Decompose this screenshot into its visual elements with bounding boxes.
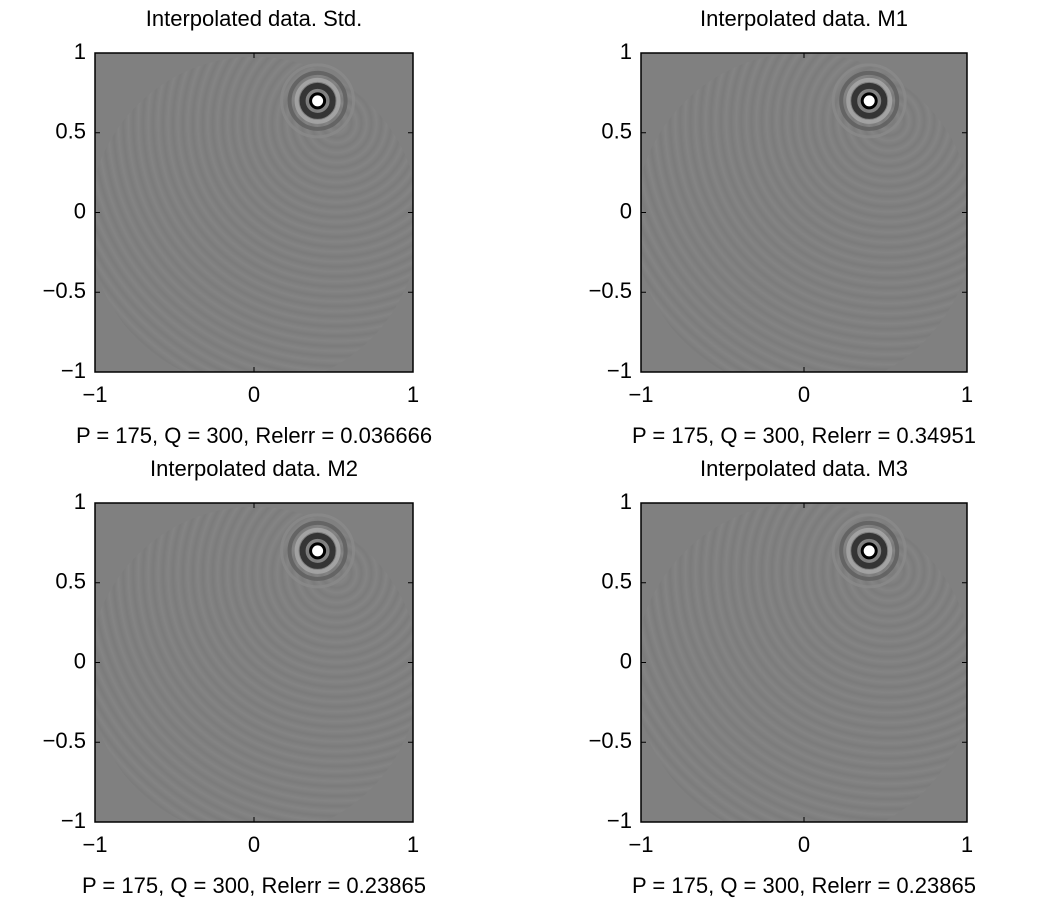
x-axis-label: P = 175, Q = 300, Relerr = 0.036666 (76, 423, 432, 448)
ring (287, 520, 348, 581)
ring (851, 82, 888, 119)
title: Interpolated data. M2 (150, 456, 358, 481)
y-tick-label: 1 (620, 39, 632, 64)
x-tick-label: 0 (798, 382, 810, 407)
ring-texture (95, 506, 413, 822)
y-tick-label: 0.5 (55, 119, 86, 144)
ring (299, 532, 336, 569)
ring (280, 513, 356, 589)
ring (846, 77, 893, 124)
x-tick-label: −1 (628, 382, 653, 407)
ring (831, 513, 907, 589)
spot (309, 92, 327, 110)
y-tick-label: 0 (620, 198, 632, 223)
ring (294, 527, 341, 574)
ring (839, 70, 900, 131)
y-tick-label: 0.5 (601, 569, 632, 594)
x-tick-label: −1 (82, 382, 107, 407)
image (95, 53, 413, 372)
spot (860, 92, 878, 110)
y-tick-label: −0.5 (43, 728, 86, 753)
spot (309, 542, 327, 560)
x-tick-label: 0 (248, 382, 260, 407)
title: Interpolated data. Std. (146, 6, 363, 31)
y-tick-label: 1 (74, 39, 86, 64)
title: Interpolated data. M3 (700, 456, 908, 481)
title: Interpolated data. M1 (700, 6, 908, 31)
y-tick-label: −1 (61, 358, 86, 383)
y-tick-label: −1 (61, 808, 86, 833)
x-axis-label: P = 175, Q = 300, Relerr = 0.34951 (632, 423, 976, 448)
x-tick-label: 0 (248, 832, 260, 857)
ring (851, 532, 888, 569)
y-tick-label: −1 (607, 808, 632, 833)
ring (839, 520, 900, 581)
x-tick-label: −1 (82, 832, 107, 857)
ring (280, 63, 356, 139)
ring (299, 82, 336, 119)
x-tick-label: 1 (407, 832, 419, 857)
y-tick-label: 0.5 (601, 119, 632, 144)
ring-texture (95, 56, 413, 372)
ring (287, 70, 348, 131)
x-tick-label: 0 (798, 832, 810, 857)
y-tick-label: −1 (607, 358, 632, 383)
y-tick-label: 1 (74, 489, 86, 514)
image (95, 503, 413, 822)
y-tick-label: −0.5 (43, 278, 86, 303)
y-tick-label: 0.5 (55, 569, 86, 594)
y-tick-label: 0 (620, 648, 632, 673)
ring (294, 77, 341, 124)
ring-texture (641, 53, 967, 372)
y-tick-label: 0 (74, 198, 86, 223)
y-tick-label: −0.5 (589, 728, 632, 753)
spot (860, 542, 878, 560)
y-tick-label: 1 (620, 489, 632, 514)
ring-texture (641, 503, 967, 822)
image (641, 503, 967, 822)
x-axis-label: P = 175, Q = 300, Relerr = 0.23865 (632, 873, 976, 898)
image (641, 53, 967, 372)
ring (846, 527, 893, 574)
x-tick-label: 1 (407, 382, 419, 407)
x-axis-label: P = 175, Q = 300, Relerr = 0.23865 (82, 873, 426, 898)
y-tick-label: −0.5 (589, 278, 632, 303)
y-tick-label: 0 (74, 648, 86, 673)
ring (831, 63, 907, 139)
x-tick-label: 1 (961, 382, 973, 407)
x-tick-label: 1 (961, 832, 973, 857)
x-tick-label: −1 (628, 832, 653, 857)
